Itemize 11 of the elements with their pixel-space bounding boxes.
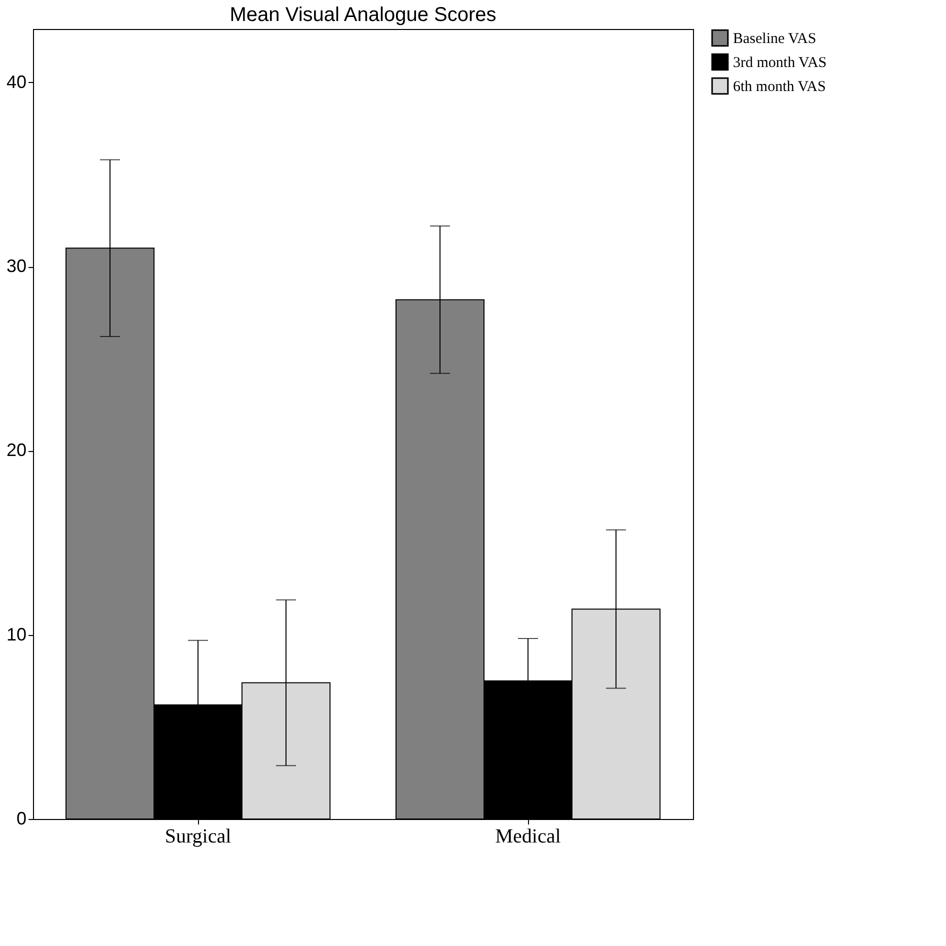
legend-label: 3rd month VAS [733, 55, 827, 71]
y-tick-label: 10 [6, 624, 26, 644]
legend-label: 6th month VAS [733, 79, 826, 95]
y-tick-label: 20 [6, 440, 26, 460]
y-tick-label: 0 [16, 808, 26, 828]
legend-label: Baseline VAS [733, 31, 816, 47]
chart-title: Mean Visual Analogue Scores [230, 4, 496, 26]
y-tick-label: 40 [6, 72, 26, 92]
x-tick-label: Medical [495, 826, 562, 848]
y-tick-label: 30 [6, 256, 26, 276]
x-tick-label: Surgical [164, 826, 232, 848]
